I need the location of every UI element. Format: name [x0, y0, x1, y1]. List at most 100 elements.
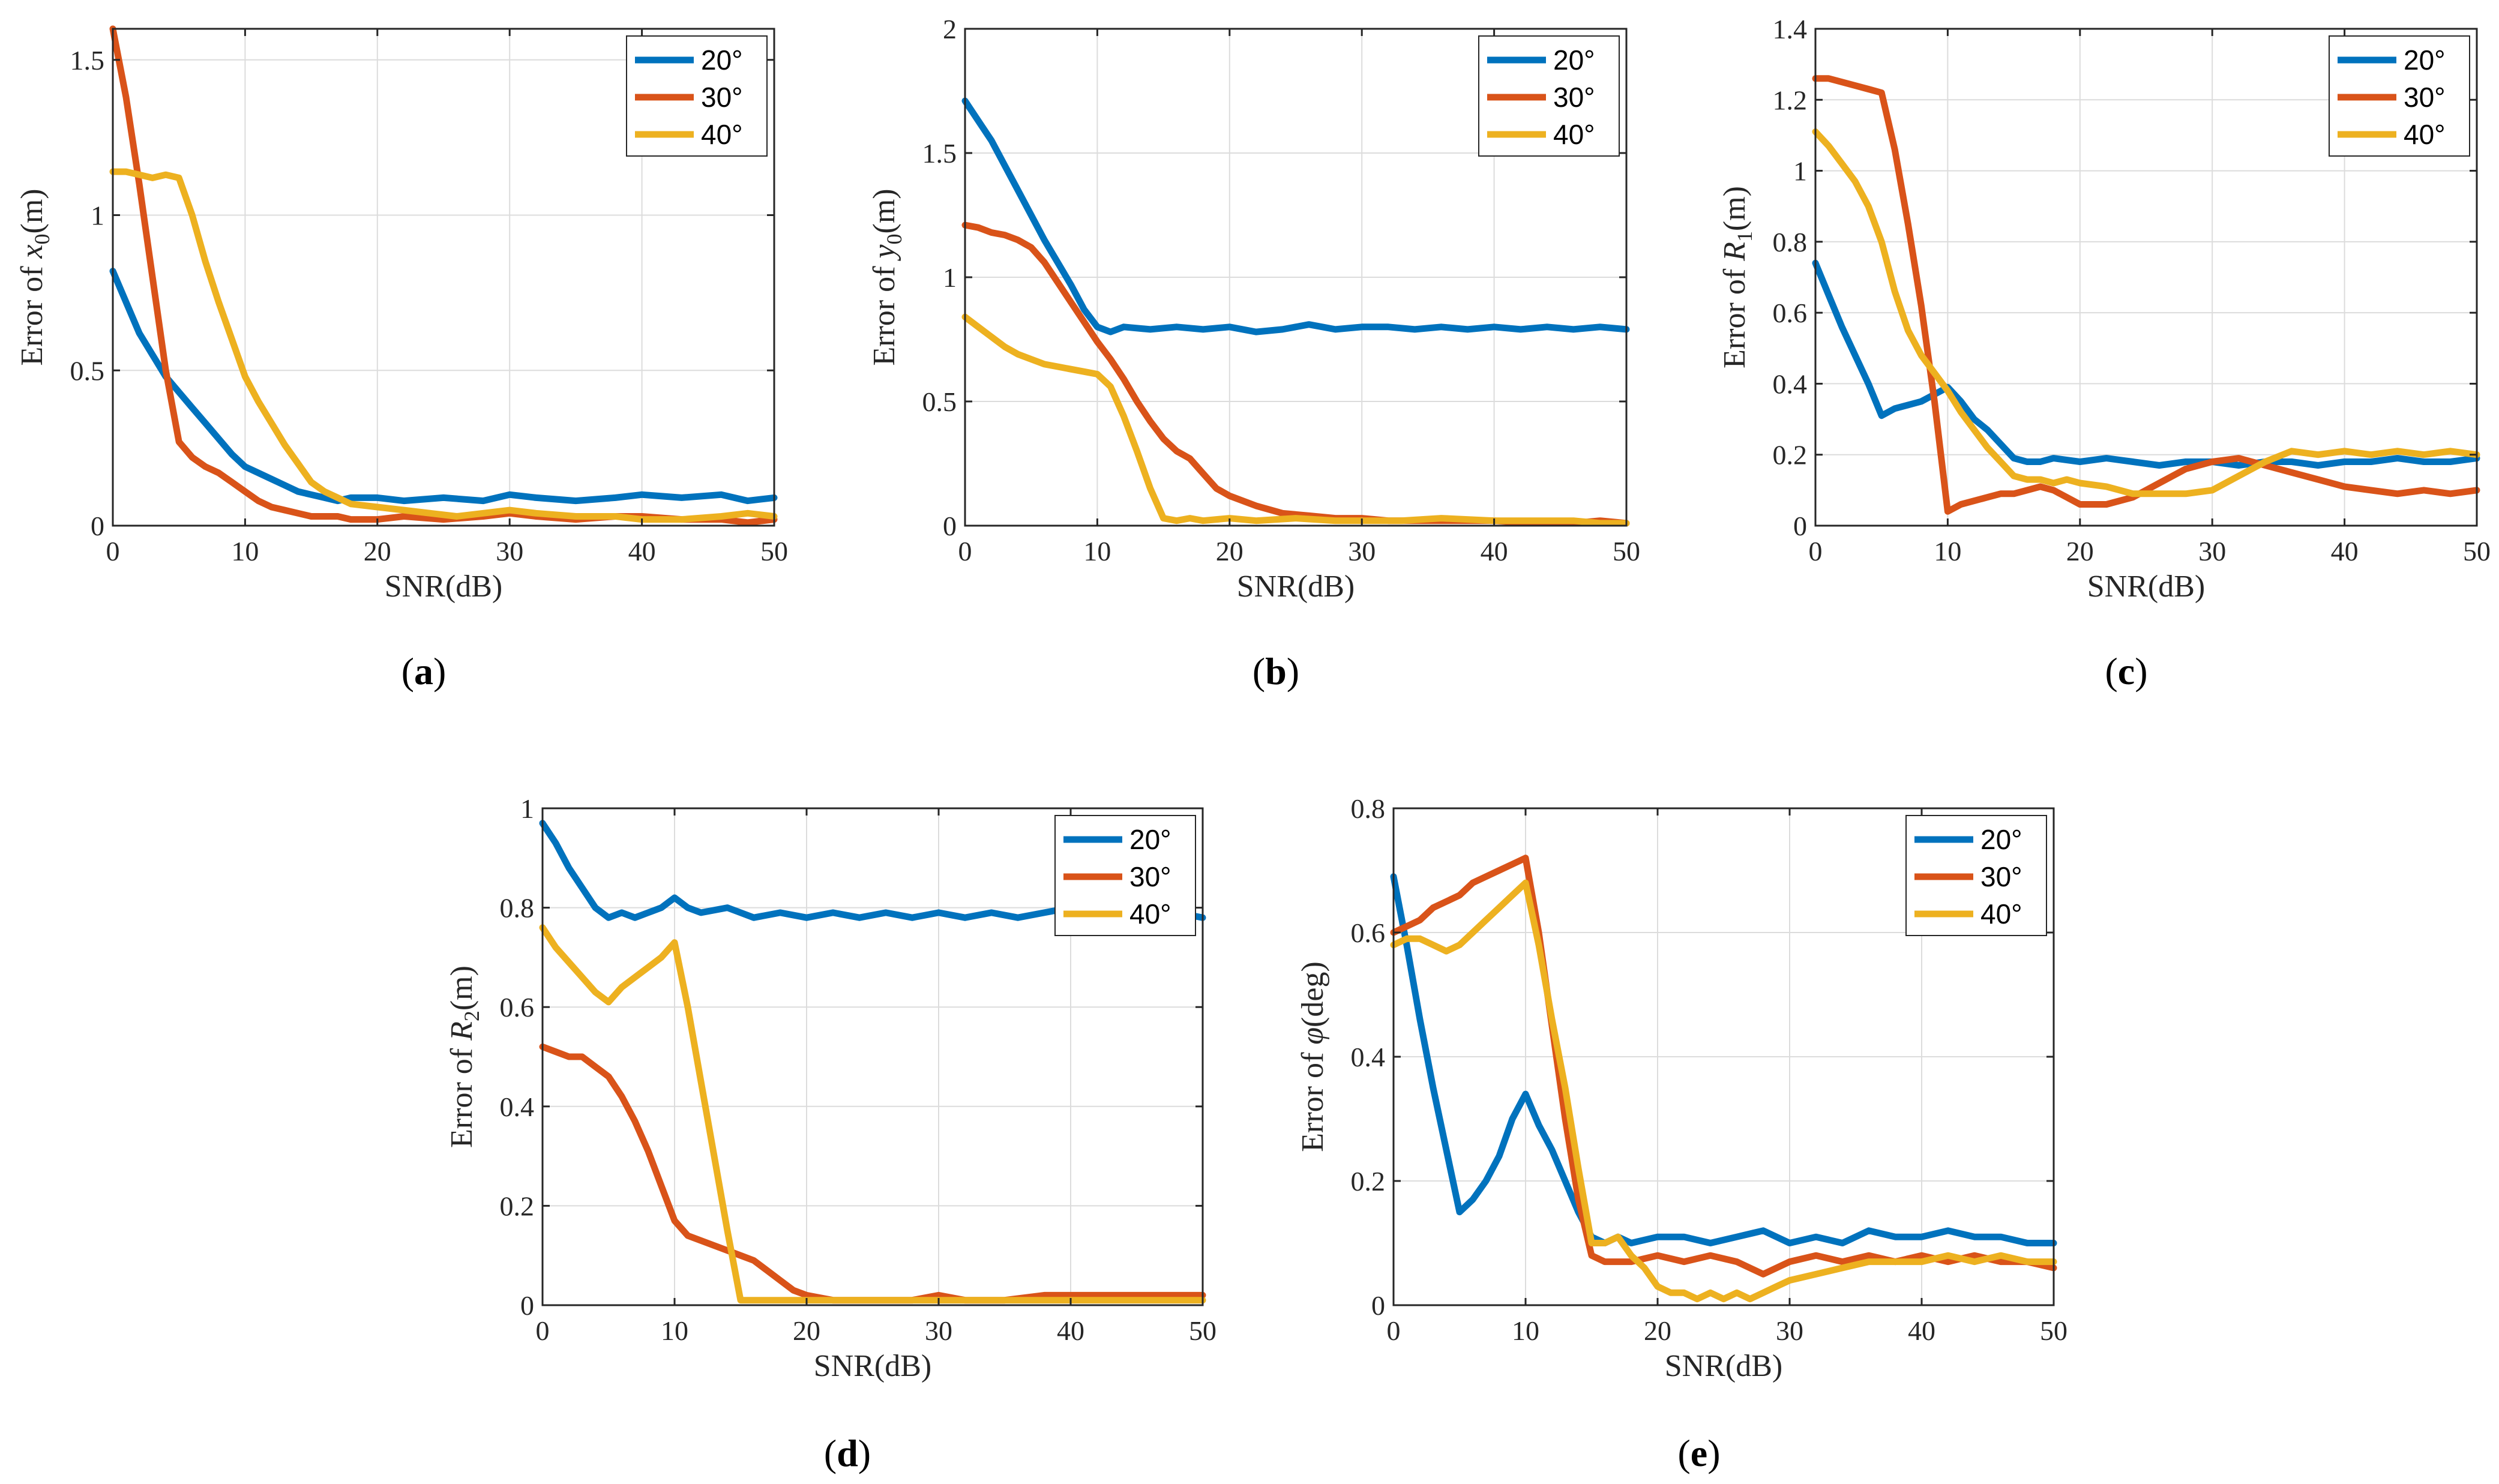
panel-caption: (a): [401, 650, 447, 692]
x-axis-label: SNR(dB): [814, 1349, 931, 1383]
series-line-40deg: [1812, 128, 2480, 497]
y-tick-label: 0: [1793, 511, 1807, 541]
y-label-suffix: (m): [1718, 186, 1752, 231]
panel-caption: (b): [1253, 650, 1299, 692]
series-line-20deg: [961, 97, 1630, 335]
y-tick-label: 1: [91, 200, 104, 231]
caption-letter: b: [1265, 650, 1287, 692]
x-tick-label: 40: [628, 536, 656, 566]
x-axis-label: SNR(dB): [2087, 569, 2205, 604]
x-axis-label: SNR(dB): [1237, 569, 1355, 604]
panel-caption: (e): [1677, 1432, 1720, 1474]
panel-d: 0 10 20 30 40 50 0 0.2 0.4 0.6 0.8 1 SNR(dB) Error of…: [445, 793, 1216, 1474]
x-axis-label: SNR(dB): [1665, 1349, 1782, 1383]
y-label-prefix: Error of: [1718, 261, 1752, 368]
y-tick-label: 2: [943, 14, 957, 44]
legend: 20° 30° 40°: [1054, 815, 1196, 936]
y-axis-label: Error of φ(deg): [1296, 961, 1330, 1152]
series-line-40deg: [1390, 879, 2057, 1303]
y-axis-label: Error of R1(m): [1718, 186, 1757, 368]
y-label-variable: R: [445, 1021, 479, 1041]
caption-close-paren: ): [433, 650, 446, 692]
y-tick-label: 1.5: [922, 138, 957, 169]
legend-label: 20°: [1553, 44, 1595, 76]
caption-letter: e: [1691, 1432, 1707, 1474]
caption-open-paren: (: [401, 650, 414, 692]
y-tick-label: 0.6: [1351, 918, 1386, 948]
legend: 20° 30° 40°: [1478, 35, 1620, 157]
y-tick-label: 0.8: [1773, 227, 1808, 257]
y-tick-label: 1.2: [1773, 85, 1808, 115]
x-tick-label: 10: [1934, 536, 1961, 566]
x-tick-label: 20: [364, 536, 391, 566]
x-tick-label: 40: [1057, 1315, 1084, 1346]
x-tick-label: 30: [2198, 536, 2226, 566]
legend-label: 30°: [701, 82, 743, 113]
axes-frame: [1814, 28, 2478, 527]
y-tick-label: 1.5: [70, 45, 105, 76]
panel-caption: (d): [824, 1432, 871, 1474]
x-tick-label: 0: [958, 536, 972, 566]
y-label-subscript: 2: [460, 1011, 484, 1021]
series-line-30deg: [539, 1043, 1206, 1304]
x-tick-label: 50: [2463, 536, 2491, 566]
caption-close-paren: ): [2135, 650, 2147, 692]
legend: 20° 30° 40°: [626, 35, 768, 157]
series-line-30deg: [1812, 75, 2480, 515]
y-tick-label: 0.4: [1773, 368, 1808, 399]
y-tick-label: 0.6: [500, 992, 535, 1023]
caption-letter: d: [837, 1432, 858, 1474]
legend-label: 20°: [701, 44, 743, 76]
x-tick-label: 0: [1809, 536, 1823, 566]
y-tick-label: 1: [1793, 156, 1807, 187]
legend: 20° 30° 40°: [2329, 35, 2470, 157]
y-label-prefix: Error of: [867, 259, 901, 366]
y-tick-label: 0.4: [1351, 1042, 1386, 1072]
y-tick-label: 0.5: [922, 386, 957, 417]
y-tick-label: 0.8: [1351, 793, 1386, 824]
x-tick-label: 0: [1387, 1315, 1401, 1346]
y-label-subscript: 0: [882, 233, 906, 244]
x-tick-label: 40: [2331, 536, 2359, 566]
caption-letter: a: [414, 650, 433, 692]
y-label-prefix: Error of: [445, 1041, 479, 1148]
y-label-suffix: (deg): [1296, 961, 1330, 1027]
caption-letter: c: [2118, 650, 2135, 692]
y-label-suffix: (m): [867, 188, 901, 233]
y-tick-label: 0.4: [500, 1092, 535, 1122]
y-tick-label: 1: [943, 262, 957, 293]
y-tick-label: 0.6: [1773, 298, 1808, 328]
caption-open-paren: (: [1677, 1432, 1690, 1474]
x-tick-label: 10: [1083, 536, 1111, 566]
x-tick-label: 30: [1348, 536, 1376, 566]
legend-label: 30°: [1129, 861, 1171, 892]
x-tick-label: 40: [1481, 536, 1508, 566]
x-tick-label: 50: [2040, 1315, 2067, 1346]
y-tick-label: 0.2: [1351, 1166, 1386, 1197]
legend-label: 20°: [1980, 824, 2022, 855]
legend-label: 40°: [1553, 119, 1595, 150]
series-line-20deg: [1812, 259, 2480, 469]
series-line-40deg: [961, 313, 1630, 527]
x-axis-label: SNR(dB): [385, 569, 502, 604]
caption-open-paren: (: [1253, 650, 1265, 692]
legend-label: 20°: [2404, 44, 2446, 76]
y-tick-label: 0: [1371, 1290, 1385, 1321]
legend-label: 30°: [2404, 82, 2446, 113]
y-label-subscript: 0: [30, 233, 54, 244]
x-tick-label: 30: [1776, 1315, 1803, 1346]
caption-close-paren: ): [858, 1432, 871, 1474]
legend-label: 30°: [1980, 861, 2022, 892]
legend-label: 30°: [1553, 82, 1595, 113]
series-line-40deg: [539, 924, 1206, 1304]
x-tick-label: 40: [1908, 1315, 1935, 1346]
x-tick-label: 0: [536, 1315, 550, 1346]
x-tick-label: 10: [231, 536, 259, 566]
series-line-40deg: [109, 168, 778, 523]
legend: 20° 30° 40°: [1905, 815, 2047, 936]
series-line-20deg: [109, 268, 778, 505]
y-tick-label: 0.8: [500, 893, 535, 924]
